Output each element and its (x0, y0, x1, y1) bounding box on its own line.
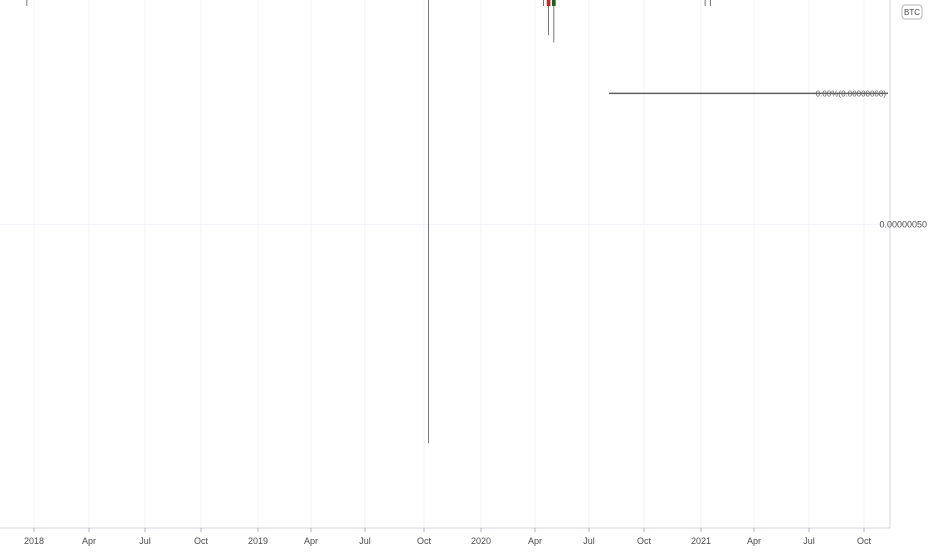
candle (428, 0, 430, 444)
x-tick-label: 2019 (248, 536, 268, 546)
candles (26, 0, 711, 444)
x-tick-label: Oct (417, 536, 432, 546)
x-tick-label: Oct (637, 536, 652, 546)
candle (26, 0, 28, 6)
price-axis[interactable]: 0.000000500.000001000.000001500.00000200… (879, 0, 932, 550)
x-tick-label: Jul (583, 536, 595, 546)
x-tick-label: Apr (82, 536, 96, 546)
x-tick-label: Jul (359, 536, 371, 546)
x-tick-label: 2020 (471, 536, 491, 546)
x-tick-label: Oct (857, 536, 872, 546)
x-tick-label: Apr (304, 536, 318, 546)
time-axis[interactable]: 2018 Apr Jul Oct 2019 Apr Jul Oct 2020 Apr Jul Oct 2… (0, 527, 932, 550)
currency-badge[interactable]: BTC (901, 4, 923, 20)
x-tick-label: Jul (803, 536, 815, 546)
y-tick-label: 0.00000050 (879, 220, 927, 230)
candle (709, 0, 711, 6)
candle (546, 0, 551, 36)
x-tick-label: 2018 (24, 536, 44, 546)
fib-level-label: 0.00%(0.00000068) (816, 89, 887, 98)
candle (704, 0, 706, 6)
candle-body (546, 0, 551, 7)
candle-body (552, 0, 556, 6)
x-tick-label: Oct (194, 536, 209, 546)
x-tick-label: Apr (747, 536, 761, 546)
x-tick-label: Jul (139, 536, 151, 546)
x-tick-label: 2021 (691, 536, 711, 546)
candle (542, 0, 544, 6)
fib-lines[interactable]: 200.00%(0.00000568)161.80%(0.00000473)12… (609, 0, 888, 98)
currency-badge-label: BTC (904, 8, 920, 17)
x-tick-label: Apr (528, 536, 542, 546)
candle (552, 0, 556, 43)
grid (0, 0, 890, 528)
